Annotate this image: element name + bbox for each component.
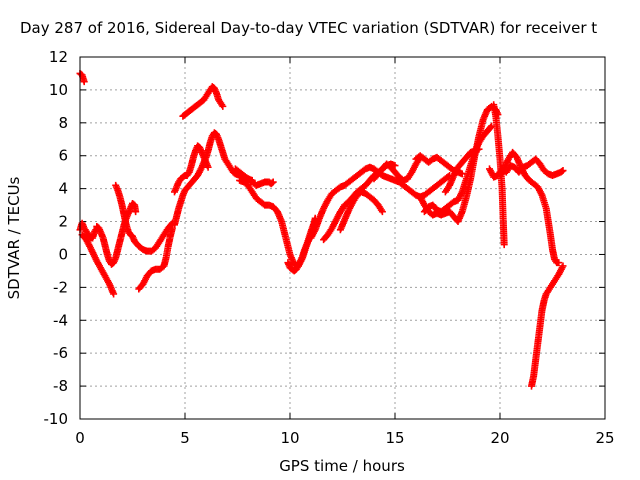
y-tick-label: 10 [49,81,68,99]
x-tick-label: 15 [385,429,404,447]
data-point [558,167,566,175]
data-point [458,170,466,178]
data-point [80,78,88,86]
y-tick-label: -8 [53,377,68,395]
y-tick-label: 2 [58,213,68,231]
data-point [555,259,563,267]
data-points [76,69,567,390]
data-point [219,102,227,110]
data-point [204,163,212,171]
y-tick-label: -4 [53,311,68,329]
data-point [269,178,277,186]
y-tick-label: 8 [58,114,68,132]
data-point [268,179,276,187]
x-tick-label: 0 [75,429,85,447]
x-axis-label: GPS time / hours [279,457,405,475]
grid [80,57,605,419]
x-tick-label: 10 [280,429,299,447]
y-tick-label: -10 [44,410,69,428]
y-tick-label: -2 [53,278,68,296]
y-axis-label: SDTVAR / TECUs [5,176,23,299]
x-tick-label: 25 [595,429,614,447]
y-tick-label: -6 [53,344,68,362]
chart-title: Day 287 of 2016, Sidereal Day-to-day VTE… [20,19,597,37]
data-point [500,241,508,249]
data-point [110,290,118,298]
x-tick-label: 5 [180,429,190,447]
x-tick-label: 20 [490,429,509,447]
plot-frame [79,56,606,420]
y-tick-label: 6 [58,147,68,165]
data-point [487,123,495,131]
data-point [475,145,483,153]
data-point [378,208,386,216]
y-tick-label: 0 [58,245,68,263]
data-point [559,167,567,175]
data-point [132,208,140,216]
y-tick-label: 12 [49,48,68,66]
y-tick-label: 4 [58,180,68,198]
data-point [559,262,567,270]
